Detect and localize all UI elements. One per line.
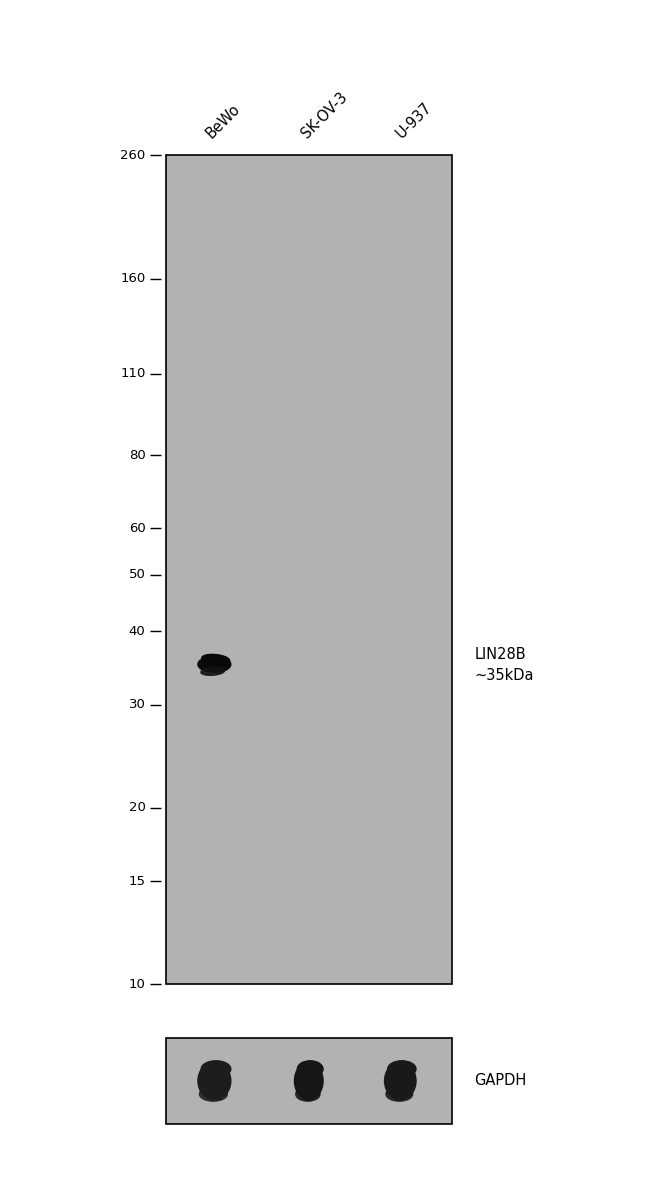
Ellipse shape (201, 668, 224, 675)
Text: 110: 110 (120, 367, 146, 381)
Text: 160: 160 (120, 272, 146, 285)
Ellipse shape (198, 656, 231, 673)
Text: 40: 40 (129, 625, 146, 638)
Ellipse shape (386, 1087, 413, 1101)
Text: GAPDH: GAPDH (474, 1074, 526, 1088)
Ellipse shape (200, 1087, 227, 1101)
Ellipse shape (198, 1062, 231, 1100)
Ellipse shape (296, 1087, 320, 1101)
Text: SK-OV-3: SK-OV-3 (298, 89, 350, 141)
Text: 30: 30 (129, 698, 146, 711)
Text: U-937: U-937 (393, 99, 435, 141)
Text: 260: 260 (120, 149, 146, 161)
Text: 20: 20 (129, 802, 146, 815)
Ellipse shape (297, 1061, 323, 1077)
Text: 15: 15 (129, 874, 146, 888)
Ellipse shape (202, 1061, 231, 1077)
Text: LIN28B
~35kDa: LIN28B ~35kDa (474, 648, 534, 684)
Ellipse shape (294, 1062, 323, 1100)
Text: 10: 10 (129, 978, 146, 990)
Text: 60: 60 (129, 521, 146, 534)
Text: BeWo: BeWo (203, 101, 242, 141)
Ellipse shape (202, 654, 229, 665)
Ellipse shape (387, 1061, 416, 1077)
Text: 50: 50 (129, 568, 146, 581)
Bar (166, 155, 452, 984)
Bar (166, 1038, 452, 1124)
Text: 80: 80 (129, 449, 146, 462)
Ellipse shape (385, 1062, 416, 1100)
